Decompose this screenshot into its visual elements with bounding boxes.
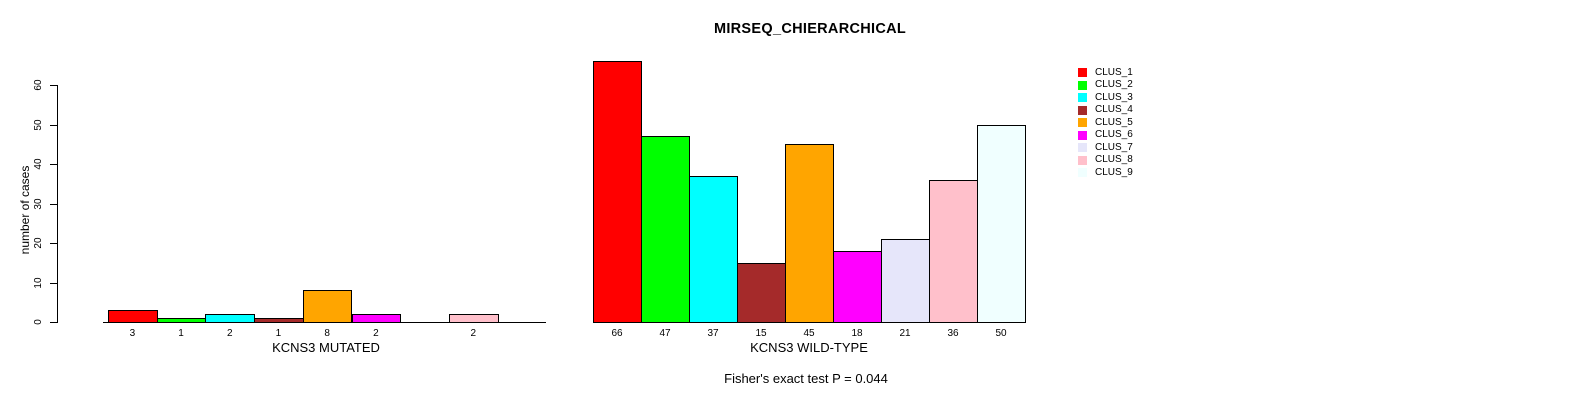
bar-value-label: 66	[611, 328, 623, 339]
y-axis-tick	[50, 243, 58, 244]
bar-mutated-clus_3	[205, 314, 256, 323]
bar-mutated-clus_5	[302, 290, 353, 323]
legend-label: CLUS_1	[1095, 66, 1133, 78]
y-axis-tick	[50, 282, 58, 284]
legend-label: CLUS_2	[1095, 79, 1133, 91]
legend-swatch	[1078, 80, 1087, 90]
legend-label: CLUS_7	[1095, 141, 1133, 153]
bar-wildtype-clus_6	[833, 250, 882, 323]
legend-label: CLUS_4	[1095, 104, 1133, 116]
bar-value-label: 50	[995, 328, 1007, 339]
bar-value-label: 15	[755, 328, 767, 339]
bar-value-label: 1	[275, 328, 282, 339]
x-axis-label-mutated: KCNS3 MUTATED	[272, 340, 380, 355]
legend-swatch	[1078, 130, 1087, 140]
legend-item: CLUS_7	[1078, 142, 1133, 154]
legend-swatch	[1078, 68, 1087, 77]
legend-label: CLUS_9	[1095, 166, 1133, 178]
y-tick-label: 30	[33, 197, 44, 210]
bar-mutated-clus_6	[351, 314, 402, 323]
legend-swatch	[1078, 105, 1087, 115]
bar-wildtype-clus_9	[977, 124, 1026, 323]
y-tick-label: 20	[33, 237, 44, 249]
legend-swatch	[1078, 118, 1087, 128]
legend-label: CLUS_5	[1095, 116, 1133, 128]
bar-value-label: 18	[851, 328, 863, 339]
legend-item: CLUS_9	[1078, 167, 1133, 179]
legend-item: CLUS_5	[1078, 117, 1133, 129]
y-tick-label: 60	[33, 79, 44, 91]
bar-wildtype-clus_4	[737, 262, 786, 323]
bar-value-label: 2	[226, 328, 233, 339]
y-axis-tick	[50, 164, 58, 165]
legend-label: CLUS_6	[1095, 129, 1133, 141]
legend-item: CLUS_4	[1078, 104, 1133, 116]
legend-label: CLUS_8	[1095, 154, 1133, 166]
y-tick-label: 40	[33, 158, 44, 170]
bar-mutated-clus_2	[156, 318, 207, 323]
y-axis-tick	[50, 322, 58, 323]
bar-wildtype-clus_3	[689, 175, 738, 323]
legend-swatch	[1078, 143, 1087, 153]
bar-wildtype-clus_5	[785, 144, 834, 323]
bar-value-label: 1	[178, 328, 184, 339]
fisher-test-annotation: Fisher's exact test P = 0.044	[724, 371, 888, 386]
y-axis-tick	[50, 124, 58, 126]
legend-swatch	[1078, 93, 1087, 103]
y-tick-label: 0	[33, 319, 44, 325]
bar-value-label: 37	[707, 328, 719, 339]
bar-value-label: 47	[659, 328, 671, 339]
bar-wildtype-clus_8	[929, 179, 978, 323]
bar-value-label: 21	[899, 328, 911, 339]
bar-wildtype-clus_2	[641, 136, 690, 323]
legend-label: CLUS_3	[1095, 91, 1133, 103]
bar-value-label: 2	[470, 328, 477, 339]
legend-item: CLUS_2	[1078, 79, 1133, 91]
legend-item: CLUS_8	[1078, 154, 1133, 166]
legend-item: CLUS_3	[1078, 92, 1133, 104]
bar-wildtype-clus_7	[881, 239, 930, 323]
legend-swatch	[1078, 168, 1087, 178]
legend-swatch	[1078, 155, 1087, 165]
y-tick-label: 50	[33, 118, 44, 131]
bar-value-label: 3	[129, 328, 136, 339]
bar-value-label: 8	[324, 328, 330, 339]
bar-mutated-clus_4	[254, 318, 304, 323]
y-tick-label: 10	[33, 276, 44, 289]
legend-item: CLUS_6	[1078, 129, 1133, 141]
x-axis-label-wildtype: KCNS3 WILD-TYPE	[750, 340, 868, 355]
bar-mutated-clus_1	[108, 310, 158, 323]
bar-value-label: 36	[947, 328, 959, 339]
bar-value-label: 45	[803, 328, 815, 339]
chart-title: MIRSEQ_CHIERARCHICAL	[713, 21, 907, 37]
bar-value-label: 2	[373, 328, 379, 339]
legend-item: CLUS_1	[1078, 67, 1133, 79]
bar-wildtype-clus_1	[593, 61, 642, 323]
bar-mutated-clus_8	[448, 314, 499, 323]
y-axis-tick	[50, 85, 58, 86]
y-axis-tick	[50, 203, 58, 205]
